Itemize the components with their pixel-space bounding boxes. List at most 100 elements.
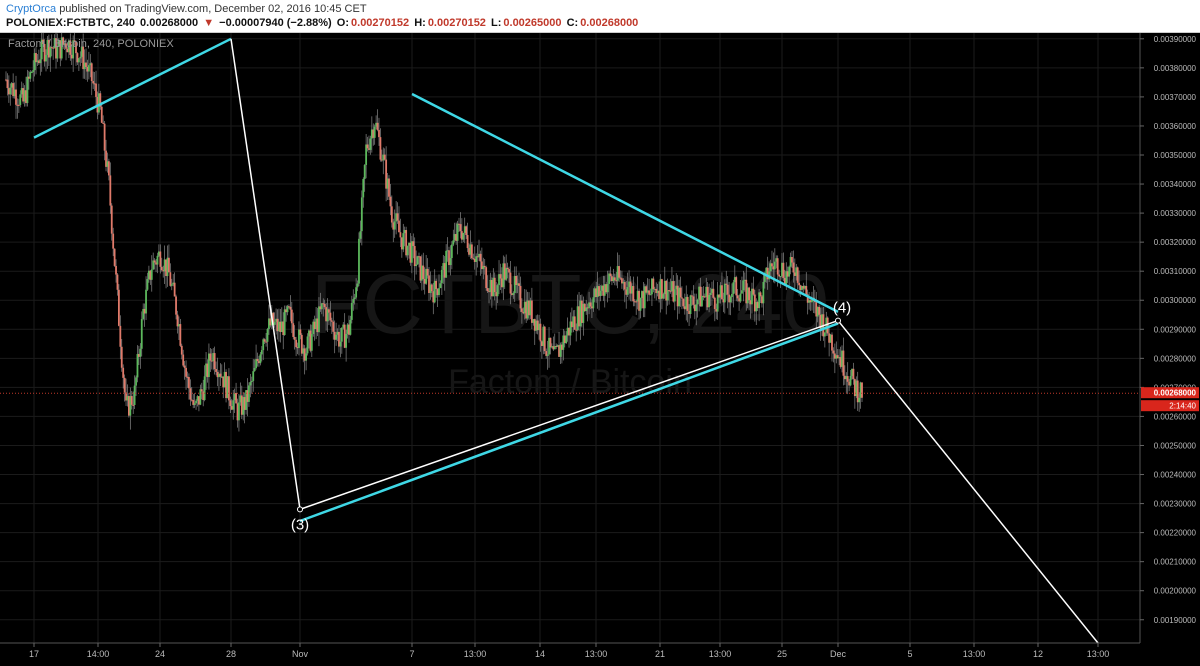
candle-body [10,83,13,88]
candle-body [861,382,863,398]
candle-body [526,300,529,319]
candle-body [503,263,506,280]
candle-body [442,263,445,270]
candle-body [192,400,195,405]
upper-left-trend [33,37,232,139]
candle-body [279,321,282,332]
candle-body [739,293,742,302]
candle-body [778,274,781,277]
candle-body [379,137,382,160]
candle-body [390,206,393,223]
candle-body [502,263,505,288]
candle-body [36,60,39,63]
candle-body [741,290,743,294]
price-axis[interactable] [1140,33,1200,666]
close-label: C: [566,17,579,29]
candle-body [315,318,318,330]
candle-body [568,327,570,336]
candle-body [432,291,435,303]
candle-body [811,297,813,303]
candle-body [782,262,785,278]
candle-body [542,326,545,346]
price-chart[interactable]: FCTBTC, 240 Factom / Bitcoin (3)(4) 0.00… [0,33,1200,666]
countdown-value: 2:14:40 [1169,402,1196,411]
plot-area[interactable] [0,33,1140,643]
candle-body [480,261,483,270]
candle-body [79,56,82,59]
candle-body [19,94,22,106]
candle-body [672,281,675,302]
wave-path[interactable] [230,38,1099,644]
candle-body [300,334,303,354]
candle-body [123,377,126,393]
candle-body [396,213,399,221]
candle-body [296,347,299,349]
candle-body [343,324,346,348]
candle-body [793,272,796,276]
candle-body [73,40,76,42]
candle-body [459,224,462,232]
candle-body [235,393,237,404]
candle-body [452,240,455,245]
candle-body [242,397,245,415]
candle-body [655,288,658,294]
candle-body [673,289,676,302]
candle-body [313,321,316,330]
author-link[interactable]: CryptOrca [6,3,57,15]
time-axis[interactable] [0,643,1140,666]
candle-body [761,296,763,304]
candle-body [512,293,515,295]
candle-body [370,129,373,139]
candle-body [196,396,199,401]
candle-body [706,286,709,308]
candle-body [562,335,565,350]
candle-body [203,376,206,401]
candle-body [186,376,189,378]
candle-body [843,375,846,380]
candle-body [380,159,383,161]
candle-body [176,314,179,327]
candle-body [520,308,523,312]
candle-body [215,369,217,372]
candle-body [836,355,839,359]
candle-body [792,262,795,273]
candle-body [20,88,23,95]
candle-body [238,402,240,421]
candle-body [773,261,776,270]
candle-body [703,296,706,298]
candle-body [383,154,386,160]
candle-body [428,275,430,294]
candle-body [278,321,280,332]
candle-body [45,54,47,62]
candle-body [652,278,655,290]
candle-body [621,278,623,284]
time-tick-label: Nov [292,649,309,659]
price-tick-label: 0.00310000 [1154,267,1197,276]
candle-body [408,242,410,246]
candle-body [363,164,366,179]
time-tick-label: Dec [830,649,847,659]
candle-body [67,40,70,53]
wave-point [835,317,841,324]
candle-body [516,283,519,286]
candle-body [826,317,829,334]
candle-body [559,344,562,357]
watermark-name: Factom / Bitcoin [448,363,692,401]
candle-body [648,290,650,295]
trend-lines[interactable] [33,37,839,523]
candle-body [240,395,243,415]
candle-body [518,283,520,286]
candle-body [658,290,660,300]
candle-body [463,226,466,233]
candle-body [47,39,50,58]
candle-body [556,345,559,347]
candle-body [771,263,773,267]
candle-body [643,286,646,309]
current-price-tag: 0.00268000 2:14:40 [1141,387,1199,412]
candle-body [97,93,100,113]
candle-body [758,292,761,309]
candle-body [775,258,778,262]
time-tick-label: 14 [535,649,545,659]
candle-body [435,280,438,290]
price-tick-label: 0.00320000 [1154,238,1197,247]
